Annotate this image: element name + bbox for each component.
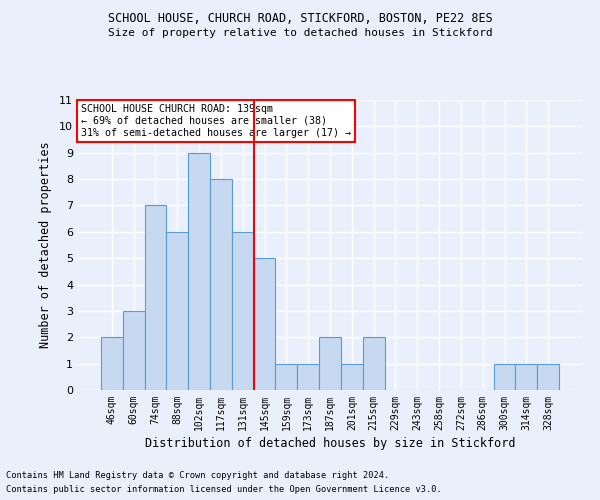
Text: SCHOOL HOUSE CHURCH ROAD: 139sqm
← 69% of detached houses are smaller (38)
31% o: SCHOOL HOUSE CHURCH ROAD: 139sqm ← 69% o…	[80, 104, 350, 138]
Bar	[188, 152, 210, 390]
X-axis label: Distribution of detached houses by size in Stickford: Distribution of detached houses by size …	[145, 437, 515, 450]
Bar	[145, 206, 166, 390]
Bar	[166, 232, 188, 390]
Bar	[341, 364, 363, 390]
Bar	[363, 338, 385, 390]
Bar	[232, 232, 254, 390]
Bar	[275, 364, 297, 390]
Bar	[297, 364, 319, 390]
Y-axis label: Number of detached properties: Number of detached properties	[39, 142, 52, 348]
Text: SCHOOL HOUSE, CHURCH ROAD, STICKFORD, BOSTON, PE22 8ES: SCHOOL HOUSE, CHURCH ROAD, STICKFORD, BO…	[107, 12, 493, 26]
Text: Size of property relative to detached houses in Stickford: Size of property relative to detached ho…	[107, 28, 493, 38]
Bar	[101, 338, 123, 390]
Text: Contains public sector information licensed under the Open Government Licence v3: Contains public sector information licen…	[6, 486, 442, 494]
Bar	[319, 338, 341, 390]
Bar	[494, 364, 515, 390]
Bar	[123, 311, 145, 390]
Bar	[515, 364, 537, 390]
Bar	[537, 364, 559, 390]
Bar	[254, 258, 275, 390]
Bar	[210, 179, 232, 390]
Text: Contains HM Land Registry data © Crown copyright and database right 2024.: Contains HM Land Registry data © Crown c…	[6, 470, 389, 480]
